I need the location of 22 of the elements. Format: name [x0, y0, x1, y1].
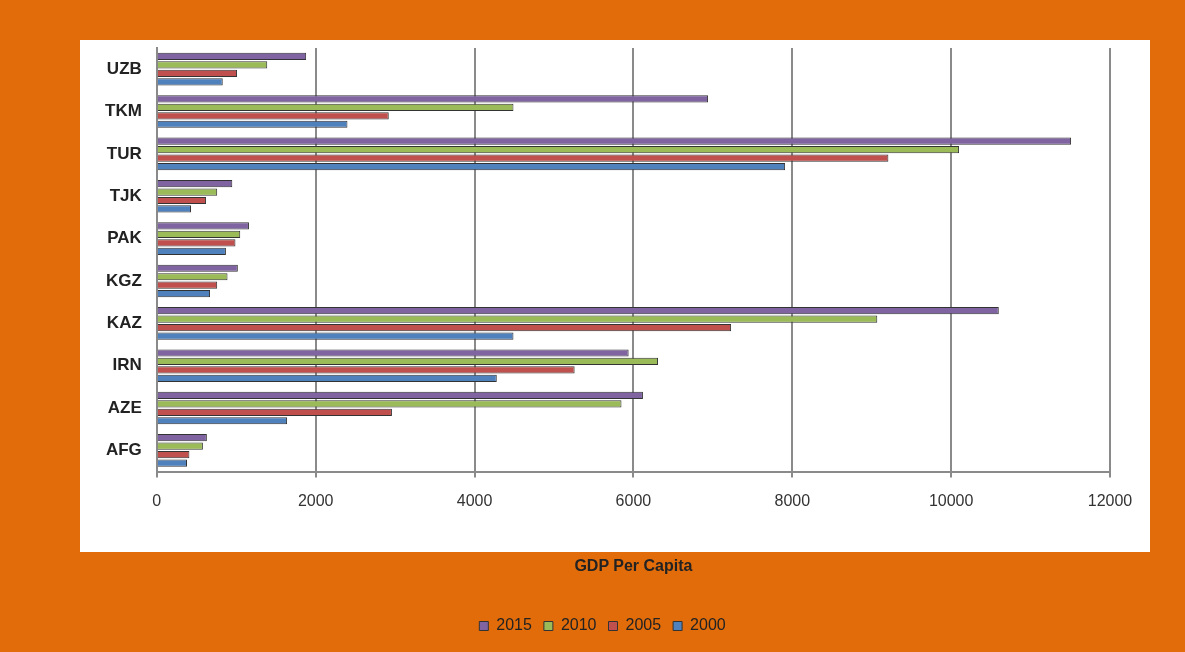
y-tick-label: KGZ — [105, 270, 142, 290]
x-tick-label: 10000 — [928, 491, 974, 509]
x-tick-label: 4000 — [456, 491, 493, 509]
legend-label: 2005 — [625, 616, 662, 634]
x-axis-title: GDP Per Capita — [574, 556, 693, 574]
x-tick-label: 12000 — [1087, 491, 1133, 509]
y-tick-label: TUR — [106, 143, 142, 163]
y-tick-label: TJK — [109, 185, 143, 205]
x-tick-label: 2000 — [297, 491, 334, 509]
y-tick-label: KAZ — [106, 313, 142, 333]
x-tick-label: 0 — [152, 491, 162, 509]
x-tick-label: 8000 — [774, 491, 811, 509]
y-tick-label: PAK — [107, 228, 143, 248]
y-tick-label: AZE — [107, 397, 142, 417]
y-tick-label: AFG — [105, 440, 142, 460]
x-tick-label: 6000 — [615, 491, 652, 509]
legend-label: 2010 — [560, 616, 597, 634]
y-tick-label: IRN — [112, 355, 142, 375]
y-tick-label: UZB — [106, 58, 142, 78]
legend-label: 2015 — [496, 616, 533, 634]
legend-label: 2000 — [690, 616, 726, 634]
y-tick-label: TKM — [104, 101, 142, 121]
